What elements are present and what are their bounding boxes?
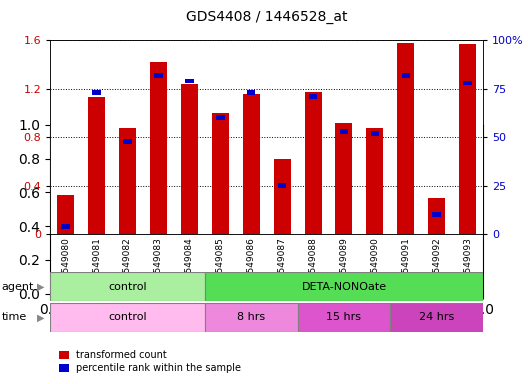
Bar <box>247 90 256 95</box>
Bar <box>366 127 383 234</box>
Bar <box>119 127 136 234</box>
Bar <box>243 94 260 234</box>
Bar <box>459 44 476 234</box>
Bar <box>432 212 441 217</box>
Bar <box>340 129 348 134</box>
Text: agent: agent <box>2 281 34 292</box>
Bar <box>390 303 483 332</box>
Bar <box>88 97 105 234</box>
Text: ▶: ▶ <box>37 312 45 323</box>
Bar <box>305 93 322 234</box>
Text: ▶: ▶ <box>37 281 45 292</box>
Text: DETA-NONOate: DETA-NONOate <box>301 281 386 292</box>
Text: 15 hrs: 15 hrs <box>326 312 362 323</box>
Text: time: time <box>2 312 27 323</box>
Bar <box>150 62 167 234</box>
Bar <box>154 73 163 78</box>
Bar <box>216 116 224 120</box>
Text: 8 hrs: 8 hrs <box>237 312 265 323</box>
Bar <box>92 90 101 95</box>
Bar <box>50 303 205 332</box>
Legend: transformed count, percentile rank within the sample: transformed count, percentile rank withi… <box>55 346 246 377</box>
Bar <box>335 123 353 234</box>
Bar <box>50 272 205 301</box>
Bar <box>123 139 131 144</box>
Bar <box>274 159 290 234</box>
Bar <box>298 303 390 332</box>
Bar <box>181 84 198 234</box>
Bar <box>464 81 472 85</box>
Bar <box>402 73 410 78</box>
Text: GDS4408 / 1446528_at: GDS4408 / 1446528_at <box>186 10 347 23</box>
Bar <box>205 272 483 301</box>
Bar <box>397 43 414 234</box>
Bar <box>185 79 194 83</box>
Bar <box>57 195 74 234</box>
Text: control: control <box>108 281 147 292</box>
Text: control: control <box>108 312 147 323</box>
Bar <box>309 94 317 99</box>
Bar <box>212 113 229 234</box>
Text: 24 hrs: 24 hrs <box>419 312 455 323</box>
Bar <box>205 303 298 332</box>
Bar <box>278 183 286 188</box>
Bar <box>428 198 445 234</box>
Bar <box>371 131 379 136</box>
Bar <box>61 224 70 229</box>
